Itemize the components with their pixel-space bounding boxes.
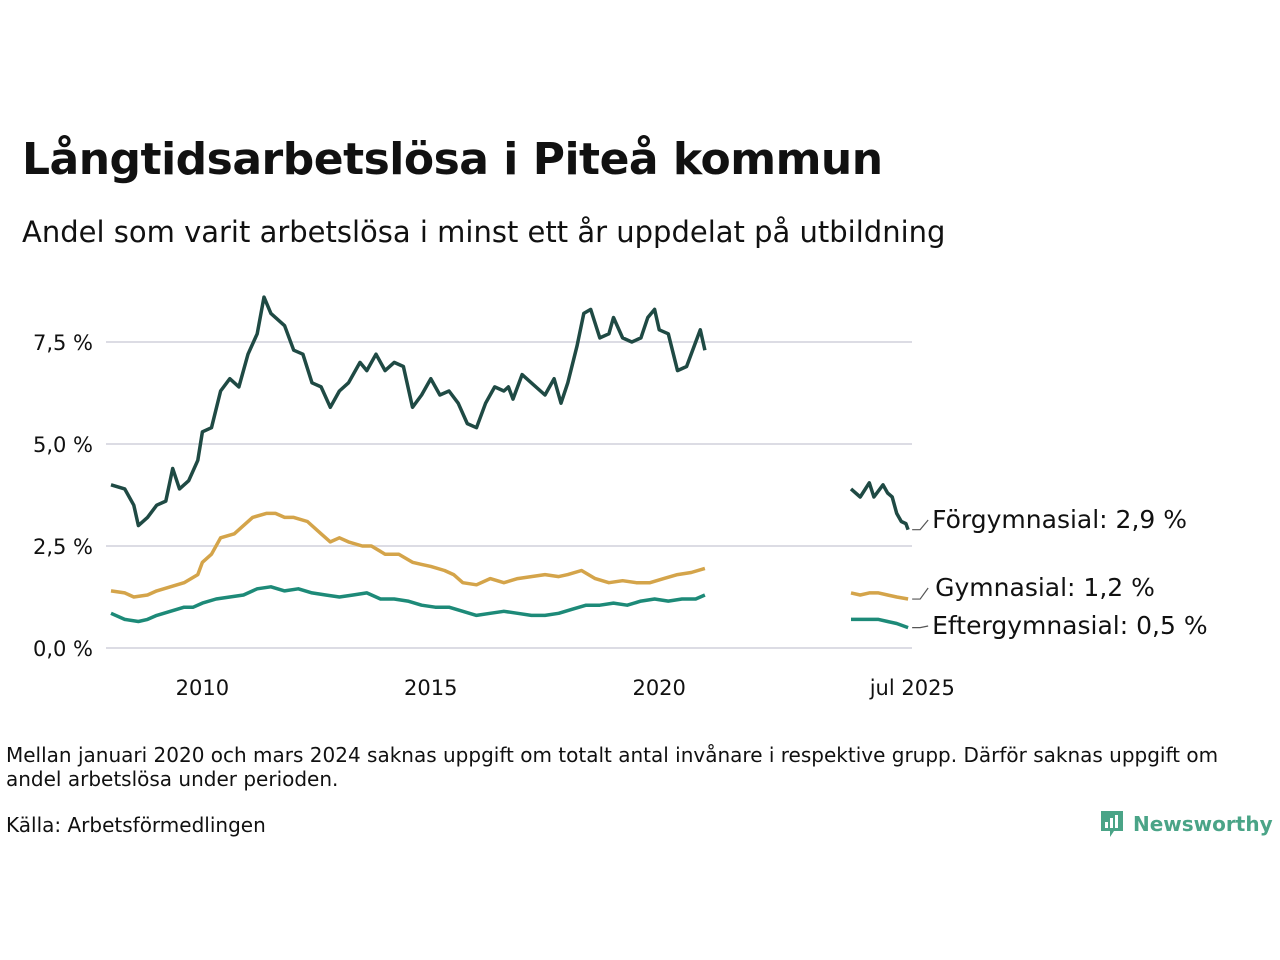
x-tick-label: 2015 (404, 676, 457, 700)
newsworthy-logo: Newsworthy (1099, 809, 1273, 839)
x-tick-label: 2020 (632, 676, 685, 700)
newsworthy-logo-icon (1101, 811, 1123, 837)
series-line-gymnasial (850, 591, 909, 601)
y-tick-label: 5,0 % (33, 433, 93, 457)
label-leader-line (912, 587, 929, 600)
chart-subtitle: Andel som varit arbetslösa i minst ett å… (22, 215, 946, 249)
y-tick-label: 2,5 % (33, 535, 93, 559)
series-line-gymnasial (110, 511, 706, 599)
y-tick-label: 7,5 % (33, 331, 93, 355)
series-line-förgymnasial (849, 481, 910, 531)
series-end-label: Eftergymnasial: 0,5 % (932, 611, 1207, 640)
series-end-label: Gymnasial: 1,2 % (935, 573, 1155, 602)
series-end-labels: Förgymnasial: 2,9 % Gymnasial: 1,2 % Efter… (912, 505, 1208, 640)
footnote: Mellan januari 2020 och mars 2024 saknas… (6, 743, 1219, 791)
series-line-förgymnasial (110, 295, 707, 528)
series-line-eftergymnasial (110, 585, 706, 624)
y-axis: 0,0 % 2,5 % 5,0 % 7,5 % (33, 331, 93, 661)
y-tick-label: 0,0 % (33, 637, 93, 661)
x-tick-label: 2010 (176, 676, 229, 700)
label-leader-line (912, 519, 929, 531)
x-axis: 2010 2015 2020 jul 2025 (176, 676, 955, 700)
source-note: Källa: Arbetsförmedlingen (6, 813, 266, 837)
chart-title: Långtidsarbetslösa i Piteå kommun (22, 134, 883, 185)
series-line-eftergymnasial (851, 617, 909, 630)
series-lines (110, 295, 910, 630)
label-leader-line (912, 625, 929, 629)
logo-text: Newsworthy (1133, 812, 1273, 836)
gridlines (106, 341, 912, 649)
line-chart: 0,0 % 2,5 % 5,0 % 7,5 % 2010 2015 2020 jul 202… (33, 295, 1208, 700)
series-end-label: Förgymnasial: 2,9 % (932, 505, 1187, 534)
x-tick-label: jul 2025 (869, 676, 955, 700)
